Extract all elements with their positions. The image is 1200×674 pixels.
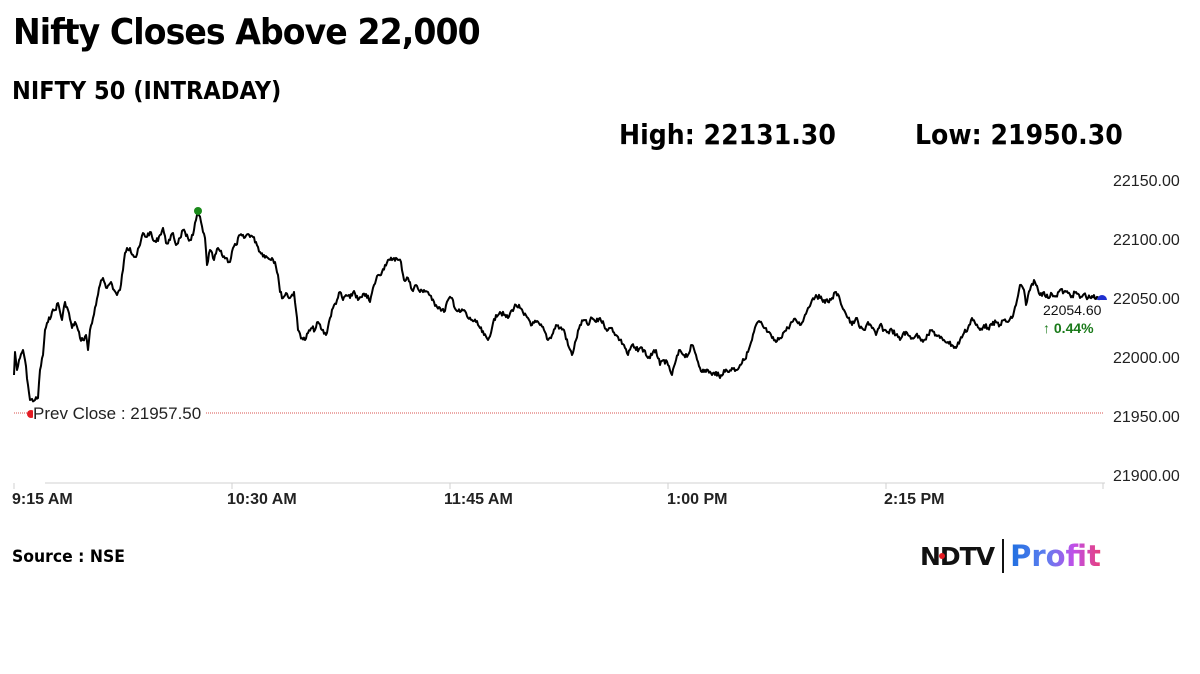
ndtv-profit-logo: NDTV Profit <box>920 536 1101 576</box>
source-note: Source : NSE <box>12 547 125 567</box>
y-tick-label: 21950.00 <box>1113 409 1180 426</box>
high-stat: High: 22131.30 <box>619 118 836 151</box>
x-axis-ticks <box>13 483 1104 489</box>
y-tick-label: 21900.00 <box>1113 468 1180 485</box>
chart-subtitle: NIFTY 50 (INTRADAY) <box>12 76 282 105</box>
y-tick-label: 22050.00 <box>1113 291 1180 308</box>
price-line <box>13 211 1101 403</box>
logo-profit-text: Profit <box>1010 539 1101 573</box>
y-tick-label: 22000.00 <box>1113 350 1180 367</box>
headline: Nifty Closes Above 22,000 <box>13 12 481 53</box>
logo-divider <box>1002 539 1005 573</box>
logo-red-dot-icon <box>939 552 945 559</box>
last-value-label: 22054.60 <box>1043 302 1102 318</box>
x-tick-label: 10:30 AM <box>227 491 297 508</box>
low-stat: Low: 21950.30 <box>915 118 1123 151</box>
x-tick-label: 1:00 PM <box>667 491 728 508</box>
x-tick-label: 2:15 PM <box>884 491 945 508</box>
high-marker <box>194 207 202 215</box>
logo-ndtv-text: NDTV <box>920 541 995 571</box>
x-tick-label: 11:45 AM <box>444 491 513 508</box>
last-value-marker <box>1097 295 1107 300</box>
y-tick-label: 22150.00 <box>1113 173 1180 190</box>
change-percent-label: ↑ 0.44% <box>1043 320 1094 336</box>
prev-close-label: Prev Close : 21957.50 <box>33 404 206 424</box>
x-tick-label: 9:15 AM <box>12 491 73 508</box>
y-tick-label: 22100.00 <box>1113 232 1180 249</box>
